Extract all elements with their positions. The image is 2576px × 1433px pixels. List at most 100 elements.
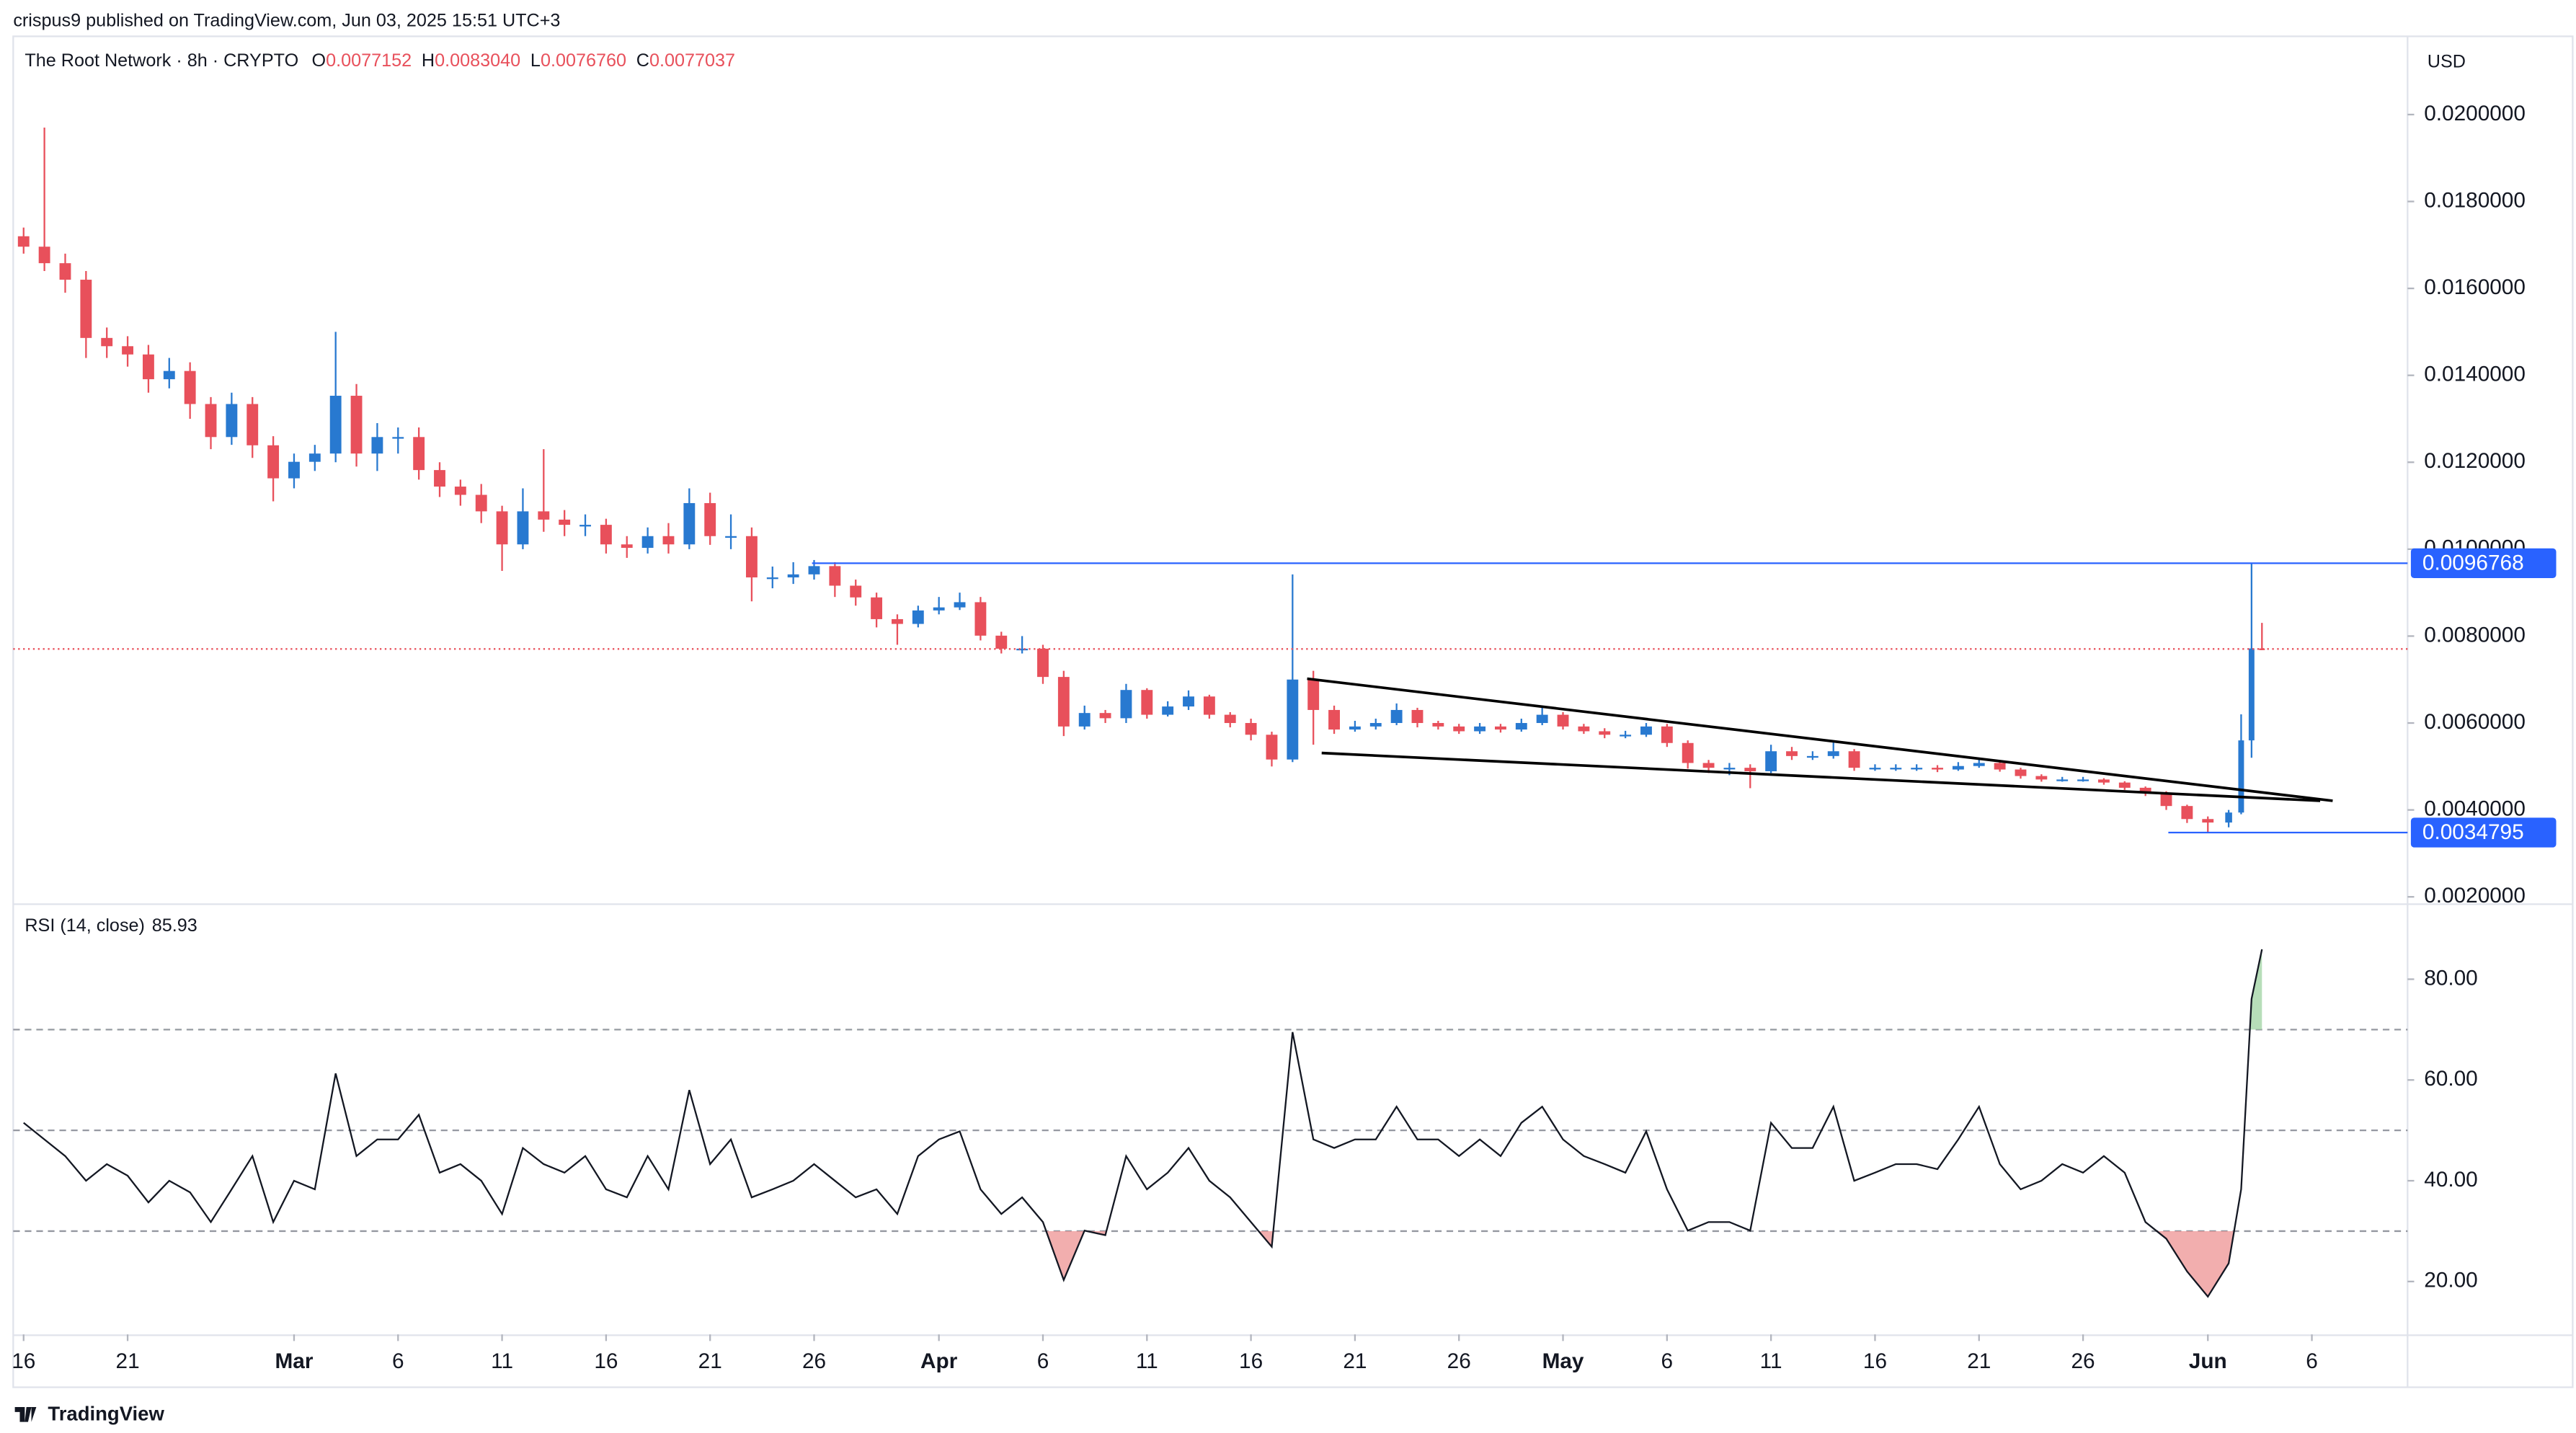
ohlc-value: 0.0077152	[326, 50, 412, 70]
x-tick-label: 6	[2306, 1349, 2318, 1373]
candle-body	[1203, 696, 1215, 715]
frame	[12, 35, 2574, 1388]
x-tick-label: 16	[1239, 1349, 1263, 1373]
candle-body	[350, 396, 363, 454]
y-tick-label: 0.0140000	[2424, 363, 2526, 386]
candle-body	[871, 597, 883, 619]
rsi-line	[23, 949, 2263, 1298]
candle-body	[2248, 648, 2255, 741]
candle-body	[1141, 690, 1153, 715]
ohlc-value: 0.0077037	[649, 50, 735, 70]
candle-body	[1599, 731, 1611, 735]
x-tick-label: 26	[802, 1349, 826, 1373]
candle-body	[1620, 735, 1632, 737]
candle-body	[59, 263, 71, 280]
publisher: crispus9 published on TradingView.com, J…	[13, 10, 560, 30]
candle-body	[2225, 812, 2232, 823]
candle-body	[683, 502, 696, 545]
candle-body	[434, 470, 445, 487]
candle-body	[1536, 714, 1548, 724]
candle-body	[2139, 787, 2151, 793]
candle-body	[850, 585, 862, 598]
x-tick-label: 21	[116, 1349, 140, 1373]
y-tick-label: 0.0020000	[2424, 884, 2526, 908]
candle-body	[247, 404, 259, 445]
x-tick-label: 26	[2071, 1349, 2095, 1373]
candle-body	[2015, 769, 2027, 776]
x-tick-label: 21	[698, 1349, 722, 1373]
candle-body	[1224, 714, 1236, 724]
candle-body	[163, 371, 175, 380]
ohlc-value: 0.0076760	[541, 50, 626, 70]
y-tick-label: 0.0160000	[2424, 275, 2526, 299]
candle-body	[1702, 763, 1715, 768]
candle-body	[1869, 768, 1881, 770]
candle-body	[142, 354, 154, 380]
candle-body	[454, 487, 466, 495]
y-tick-label: 0.0200000	[2424, 102, 2526, 125]
x-tick-label: Mar	[275, 1349, 313, 1373]
rsi-zone-fill	[2249, 949, 2262, 1030]
candle-body	[1369, 723, 1382, 727]
indicator-title: RSI (14, close)	[25, 915, 145, 936]
candle-body	[1328, 709, 1340, 730]
candle-body	[1037, 648, 1049, 678]
candle-body	[1848, 751, 1860, 768]
candle-body	[122, 346, 134, 355]
candle-body	[1266, 735, 1278, 760]
x-tick-label: Jun	[2189, 1349, 2227, 1373]
candle-body	[38, 247, 50, 264]
candle-body	[308, 453, 321, 462]
candle-body	[1016, 648, 1029, 651]
candle-body	[1786, 751, 1798, 756]
candle-body	[2259, 648, 2265, 650]
x-tick-label: 21	[1967, 1349, 1991, 1373]
y-tick-label: 0.0040000	[2424, 797, 2526, 820]
candle-body	[787, 574, 799, 578]
candle-body	[954, 602, 966, 608]
candle-body	[2202, 819, 2214, 823]
candle-body	[662, 536, 675, 545]
ohlc-key: H	[422, 50, 435, 70]
trendline	[1321, 751, 2321, 802]
candle-body	[1349, 726, 1361, 730]
x-tick-label: 26	[1447, 1349, 1471, 1373]
candle-body	[329, 396, 342, 454]
candle-body	[517, 511, 529, 545]
candle-body	[559, 519, 571, 525]
candle-body	[641, 536, 654, 549]
candle-body	[933, 607, 945, 611]
ohlc-key: C	[636, 50, 649, 70]
candle-body	[1723, 768, 1736, 770]
y-tick-label: 0.0180000	[2424, 188, 2526, 212]
y-tick-label: 60.00	[2424, 1067, 2477, 1091]
candle-body	[1120, 690, 1132, 719]
candle-body	[538, 511, 550, 520]
candle-body	[621, 544, 633, 549]
candle-body	[912, 610, 924, 624]
candle-body	[2097, 779, 2110, 783]
candle-body	[1183, 696, 1194, 707]
price-label: 0.0096768	[2422, 551, 2524, 574]
x-tick-label: 21	[1343, 1349, 1367, 1373]
candle-body	[1287, 679, 1299, 760]
candle-body	[1432, 723, 1444, 727]
candle-body	[1411, 709, 1424, 724]
candle-body	[267, 445, 280, 479]
x-tick-label: 11	[1136, 1349, 1158, 1373]
candle-body	[704, 502, 716, 536]
candle-body	[2181, 806, 2193, 820]
candle-body	[1994, 763, 2006, 770]
logo-mark	[14, 1407, 37, 1422]
candle-body	[1557, 714, 1569, 727]
candle-body	[766, 577, 778, 580]
candle-body	[1307, 679, 1320, 710]
candle-body	[80, 280, 92, 338]
symbol: The Root Network · 8h · CRYPTO	[25, 50, 298, 70]
candle-body	[974, 602, 987, 636]
x-tick-label: 6	[1037, 1349, 1049, 1373]
y-tick-label: 0.0120000	[2424, 449, 2526, 473]
candle-body	[1495, 726, 1506, 730]
